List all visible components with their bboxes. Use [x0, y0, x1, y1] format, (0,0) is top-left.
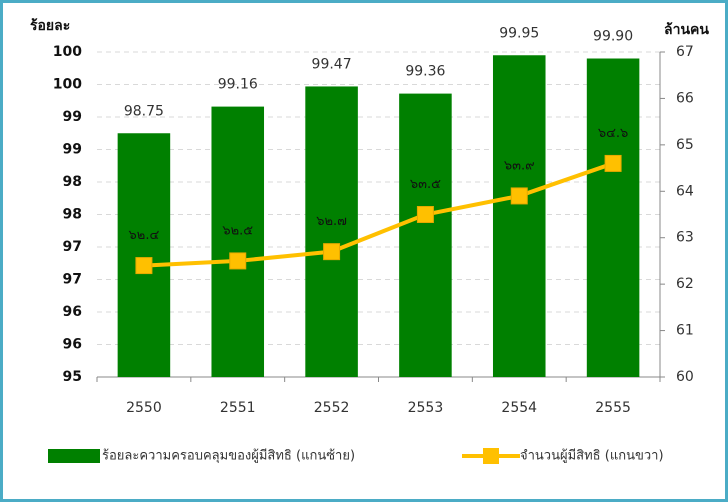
y2-axis-title: ล้านคน [664, 22, 709, 38]
y-tick-label: 100 [53, 44, 82, 60]
y-axis-title: ร้อยละ [30, 18, 70, 34]
bar-value-label: 99.16 [218, 77, 258, 93]
y-tick-label: 98 [63, 207, 82, 223]
y-tick-label: 95 [63, 369, 82, 385]
line-marker [604, 154, 622, 172]
legend-label: จำนวนผู้มีสิทธิ (แกนขวา) [520, 448, 664, 464]
y-tick-label: 100 [53, 77, 82, 93]
y2-tick-label: 61 [676, 323, 694, 339]
line-value-label: ๖๔.๖ [598, 126, 628, 141]
bar [399, 93, 452, 377]
y-tick-label: 98 [63, 174, 82, 190]
x-tick-label: 2550 [126, 400, 162, 416]
bar [211, 106, 265, 377]
bar-value-label: 99.47 [312, 56, 352, 72]
y2-tick-label: 63 [676, 230, 694, 246]
bar [305, 86, 358, 377]
y-tick-label: 96 [63, 337, 82, 353]
line-marker [416, 206, 434, 223]
y2-tick-label: 66 [676, 90, 694, 106]
y-tick-label: 99 [63, 109, 82, 125]
line-value-label: ๖๓.๙ [504, 158, 535, 173]
line-value-label: ๖๒.๗ [316, 214, 347, 229]
y-tick-label: 96 [63, 304, 82, 320]
line-marker [510, 187, 528, 205]
line-value-label: ๖๒.๕ [222, 223, 253, 238]
y-tick-label: 97 [63, 272, 82, 288]
bar-value-label: 99.95 [499, 25, 539, 41]
legend-swatch [48, 449, 100, 463]
line [143, 161, 614, 268]
y2-tick-label: 62 [676, 276, 694, 292]
line-marker [135, 257, 153, 275]
y2-tick-label: 65 [676, 137, 694, 153]
x-tick-label: 2552 [314, 400, 350, 416]
x-tick-label: 2554 [501, 400, 537, 416]
x-tick-label: 2551 [220, 400, 256, 416]
y2-tick-label: 67 [676, 44, 694, 60]
y-tick-label: 97 [63, 239, 82, 255]
bar-value-label: 99.90 [593, 29, 633, 45]
line-marker [229, 252, 247, 270]
bar [492, 55, 546, 377]
legend-label: ร้อยละความครอบคลุมของผู้มีสิทธิ (แกนซ้าย… [102, 448, 355, 464]
x-tick-label: 2555 [595, 400, 631, 416]
bar [117, 133, 171, 377]
line-value-label: ๖๒.๔ [129, 228, 160, 243]
y2-tick-label: 60 [676, 369, 694, 385]
bar-value-label: 98.75 [124, 103, 164, 119]
x-tick-label: 2553 [408, 400, 444, 416]
line-marker [323, 243, 341, 261]
bar-value-label: 99.36 [405, 64, 445, 80]
y2-tick-label: 64 [676, 183, 694, 199]
line-value-label: ๖๓.๕ [410, 177, 441, 192]
bar [586, 58, 640, 377]
legend-marker [483, 448, 499, 464]
y-tick-label: 99 [63, 142, 82, 158]
